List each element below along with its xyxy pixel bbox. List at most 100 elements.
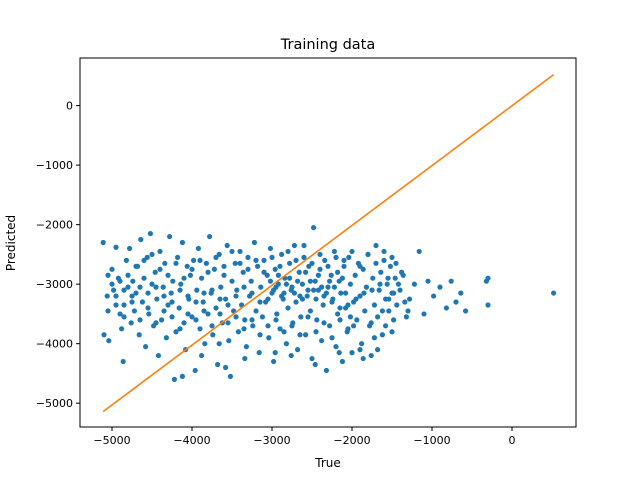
scatter-point (288, 352, 294, 359)
scatter-point (173, 329, 179, 335)
scatter-point (113, 302, 119, 308)
scatter-point (184, 263, 190, 269)
y-tick-label: −3000 (36, 278, 73, 291)
scatter-point (325, 284, 331, 290)
scatter-point (393, 260, 399, 266)
scatter-point (217, 311, 223, 317)
scatter-point (317, 251, 323, 258)
scatter-point (193, 299, 199, 305)
scatter-point (370, 275, 376, 281)
scatter-point (385, 275, 391, 281)
scatter-point (285, 248, 291, 255)
scatter-point (202, 341, 208, 347)
scatter-point (101, 332, 107, 338)
y-tick-label: 0 (66, 100, 73, 113)
scatter-point (333, 344, 339, 350)
scatter-point (341, 263, 347, 269)
scatter-point (378, 269, 384, 275)
scatter-point (195, 245, 201, 252)
scatter-point (179, 373, 185, 380)
scatter-point (117, 278, 123, 284)
axes-frame (79, 57, 577, 428)
scatter-point (248, 278, 254, 284)
scatter-point (161, 293, 167, 299)
scatter-point (113, 293, 119, 299)
x-axis-label: True (314, 456, 341, 470)
scatter-point (329, 335, 335, 341)
scatter-point (359, 341, 365, 347)
scatter-point (357, 347, 363, 353)
scatter-point (327, 278, 333, 284)
scatter-point (241, 284, 247, 290)
x-tick-label: −3000 (253, 434, 290, 447)
scatter-point (181, 275, 187, 281)
scatter-point (405, 308, 411, 314)
axis-ticks: −5000 −4000 −3000 −2000 −1000 0 −5000 −4000 −300… (36, 100, 516, 447)
scatter-point (153, 320, 159, 326)
scatter-point (169, 314, 175, 320)
scatter-point (117, 311, 123, 317)
scatter-point (277, 326, 283, 332)
x-tick-label: −5000 (93, 434, 130, 447)
scatter-point (383, 323, 389, 329)
scatter-point (194, 287, 200, 293)
scatter-point (185, 293, 191, 299)
scatter-point (371, 335, 377, 341)
scatter-point (147, 230, 153, 237)
scatter-point (272, 350, 278, 356)
scatter-point (289, 323, 295, 329)
scatter-point (242, 317, 248, 323)
scatter-point (312, 278, 318, 284)
scatter-point (352, 272, 358, 278)
scatter-point (299, 281, 305, 287)
scatter-point (377, 281, 383, 287)
scatter-point (157, 266, 163, 272)
scatter-point (431, 293, 437, 299)
scatter-point (217, 296, 223, 302)
scatter-point (365, 251, 371, 258)
scatter-point (311, 287, 317, 293)
scatter-point (221, 263, 227, 269)
scatter-point (176, 305, 182, 311)
scatter-point (272, 266, 278, 272)
scatter-point (295, 347, 301, 353)
scatter-point (299, 296, 305, 302)
scatter-point (211, 266, 217, 272)
scatter-point (403, 314, 409, 320)
scatter-point (375, 347, 381, 353)
scatter-point (251, 239, 257, 246)
scatter-point (193, 317, 199, 323)
scatter-point (368, 320, 374, 326)
scatter-point (283, 341, 289, 347)
scatter-point (291, 290, 297, 296)
scatter-point (256, 350, 262, 356)
scatter-point (201, 290, 207, 296)
scatter-point (283, 281, 289, 287)
scatter-point (136, 332, 142, 338)
scatter-point (354, 317, 360, 323)
x-tick-label: −1000 (413, 434, 450, 447)
scatter-point (216, 341, 222, 347)
scatter-point (291, 242, 297, 249)
scatter-point (209, 287, 215, 293)
scatter-point (402, 299, 408, 305)
scatter-point (297, 332, 303, 338)
scatter-point (362, 308, 368, 314)
scatter-point (205, 269, 211, 275)
scatter-point (313, 296, 319, 302)
scatter-point (225, 302, 231, 308)
scatter-point (168, 290, 174, 296)
scatter-point (163, 335, 169, 341)
scatter-point (233, 293, 239, 299)
scatter-point (243, 344, 249, 350)
scatter-point (224, 242, 230, 249)
scatter-point (323, 290, 329, 296)
scatter-point (275, 272, 281, 278)
scatter-point (145, 305, 151, 311)
scatter-point (368, 352, 374, 359)
scatter-point (229, 278, 235, 284)
scatter-point (337, 305, 343, 311)
scatter-point (154, 296, 160, 302)
scatter-point (157, 248, 163, 255)
